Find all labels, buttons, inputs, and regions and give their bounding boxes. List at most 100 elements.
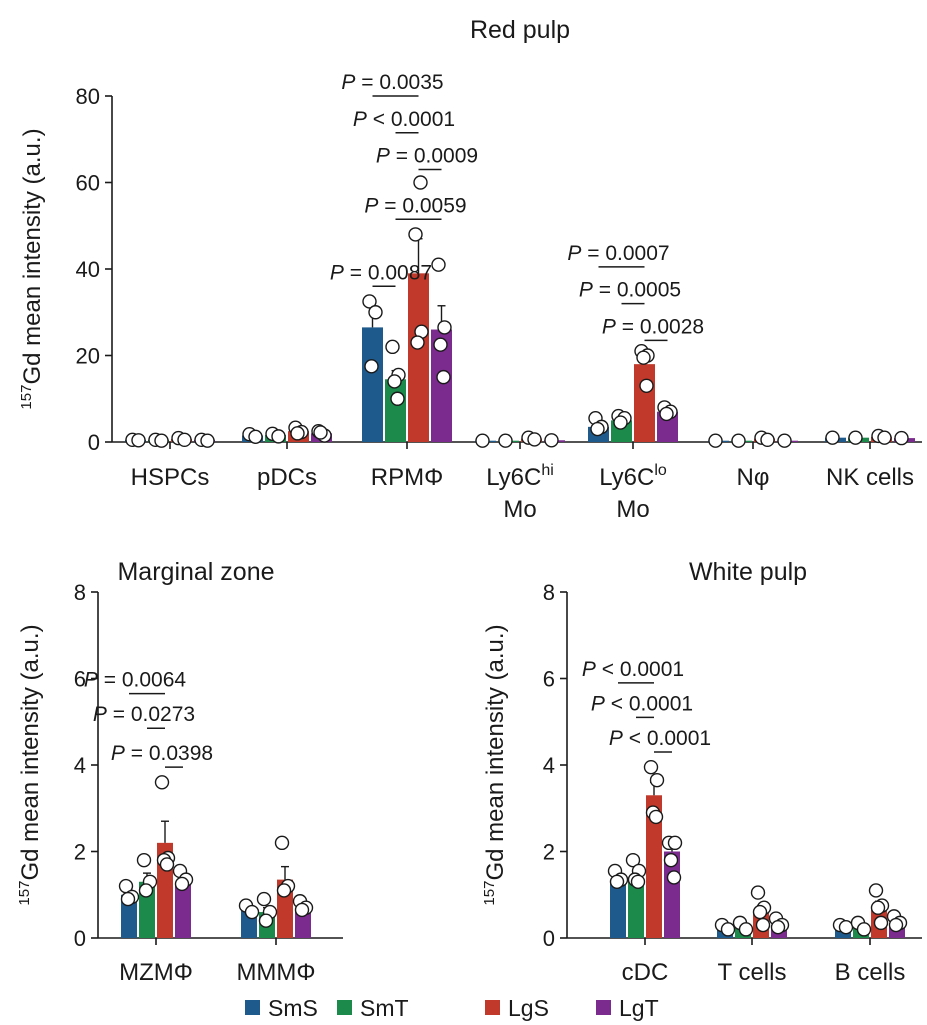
data-point bbox=[870, 900, 886, 915]
data-point bbox=[138, 883, 154, 898]
p-value-number: = 0.0007 bbox=[581, 242, 669, 265]
data-point bbox=[244, 904, 260, 920]
y-axis-label-isotope: 157 bbox=[18, 385, 35, 410]
p-value-number: = 0.0028 bbox=[616, 315, 704, 338]
y-tick-label: 8 bbox=[543, 580, 555, 605]
category-label-line2: Mo bbox=[503, 496, 536, 523]
p-value-symbol: P bbox=[93, 703, 107, 726]
legend-swatch-sms bbox=[245, 1000, 260, 1015]
category-label-nk-cells: NK cells bbox=[826, 464, 914, 491]
data-point bbox=[258, 913, 274, 928]
p-value-symbol: P bbox=[364, 194, 378, 217]
data-point bbox=[770, 919, 786, 935]
category-label-pdcs: pDCs bbox=[257, 464, 317, 491]
data-point bbox=[276, 883, 292, 898]
data-point bbox=[274, 835, 290, 851]
data-point bbox=[256, 891, 272, 907]
data-point bbox=[154, 775, 170, 790]
legend-label-lgt: LgT bbox=[619, 995, 659, 1021]
data-point bbox=[527, 432, 542, 447]
y-tick-label: 8 bbox=[74, 580, 86, 605]
legend-swatch-smt bbox=[337, 1000, 352, 1015]
category-label-ly6clo-mo: Ly6Clo bbox=[599, 462, 667, 491]
data-point bbox=[708, 433, 723, 448]
data-point bbox=[475, 433, 490, 448]
p-value-label: P = 0.0009 bbox=[376, 145, 478, 168]
bar-rpm-lgt bbox=[431, 329, 452, 442]
chart-title: Marginal zone bbox=[117, 558, 274, 586]
p-value-symbol: P bbox=[579, 279, 593, 302]
y-tick-label: 0 bbox=[88, 430, 100, 455]
category-label-mzm: MZMΦ bbox=[119, 959, 193, 986]
data-point bbox=[313, 425, 328, 440]
p-value-number: < 0.0001 bbox=[367, 108, 455, 131]
p-value-number: = 0.0064 bbox=[98, 669, 186, 692]
p-value-label: P < 0.0001 bbox=[582, 658, 684, 681]
p-value-label: P = 0.0005 bbox=[579, 279, 681, 302]
p-value-number: < 0.0001 bbox=[623, 727, 711, 750]
category-label-line2: Mo bbox=[616, 496, 649, 523]
y-axis-label-text: Gd mean intensity (a.u.) bbox=[17, 624, 44, 880]
p-value-symbol: P bbox=[582, 658, 596, 681]
y-axis-label-text: Gd mean intensity (a.u.) bbox=[482, 624, 509, 880]
y-tick-label: 0 bbox=[543, 926, 555, 951]
y-axis-label-isotope: 157 bbox=[481, 881, 498, 906]
data-point bbox=[868, 883, 884, 898]
data-point bbox=[755, 917, 771, 933]
y-axis-label: 157Gd mean intensity (a.u.) bbox=[16, 624, 44, 905]
data-point bbox=[873, 915, 889, 931]
bar-cdc-lgs bbox=[646, 795, 662, 938]
data-point bbox=[413, 175, 428, 190]
category-label-ly6chi-mo: Ly6Chi bbox=[486, 462, 554, 491]
p-value-symbol: P bbox=[111, 742, 125, 765]
p-value-label: P = 0.0398 bbox=[111, 742, 213, 765]
data-point bbox=[387, 374, 402, 389]
y-tick-label: 60 bbox=[76, 171, 100, 196]
data-point bbox=[825, 430, 840, 445]
data-point bbox=[431, 257, 446, 272]
y-tick-label: 4 bbox=[74, 753, 86, 778]
data-point bbox=[364, 359, 379, 374]
y-axis-label: 157Gd mean intensity (a.u.) bbox=[18, 128, 46, 409]
data-point bbox=[856, 922, 872, 937]
data-point bbox=[648, 809, 664, 825]
data-point bbox=[498, 433, 513, 448]
data-point bbox=[636, 350, 651, 365]
y-tick-label: 2 bbox=[543, 840, 555, 865]
data-point bbox=[649, 772, 665, 788]
p-value-symbol: P bbox=[602, 315, 616, 338]
data-point bbox=[385, 339, 400, 355]
category-label-superscript: lo bbox=[654, 462, 667, 479]
data-point bbox=[639, 378, 654, 393]
data-point bbox=[437, 320, 452, 335]
y-tick-label: 2 bbox=[74, 840, 86, 865]
p-value-symbol: P bbox=[84, 669, 98, 692]
p-value-symbol: P bbox=[567, 242, 581, 265]
bar-rpm-sms bbox=[362, 327, 383, 442]
category-label-cdc: cDC bbox=[622, 959, 669, 986]
p-value-label: P < 0.0001 bbox=[353, 108, 455, 131]
category-label-t-cells: T cells bbox=[718, 959, 787, 986]
category-label-main: Ly6C bbox=[486, 464, 541, 491]
p-value-number: < 0.0001 bbox=[605, 692, 693, 715]
p-value-number: = 0.0009 bbox=[390, 145, 478, 168]
category-label-hspcs: HSPCs bbox=[131, 464, 210, 491]
legend-label-smt: SmT bbox=[360, 995, 409, 1021]
data-point bbox=[666, 870, 682, 885]
data-point bbox=[136, 852, 152, 868]
data-point bbox=[738, 922, 754, 937]
y-tick-label: 80 bbox=[76, 84, 100, 109]
p-value-symbol: P bbox=[609, 727, 623, 750]
data-point bbox=[131, 433, 146, 448]
marginal-zone-chart: Marginal zone 157Gd mean intensity (a.u.)… bbox=[16, 558, 343, 986]
bar-rpm-lgs bbox=[408, 273, 429, 442]
category-label-main: Ly6C bbox=[599, 464, 654, 491]
data-point bbox=[290, 426, 305, 441]
data-point bbox=[848, 430, 863, 445]
data-point bbox=[667, 835, 683, 851]
red-pulp-chart: Red pulp 157Gd mean intensity (a.u.) 0 20 40… bbox=[18, 16, 922, 523]
p-value-label: P < 0.0001 bbox=[591, 692, 693, 715]
data-point bbox=[177, 432, 192, 448]
p-value-number: = 0.0398 bbox=[125, 742, 213, 765]
y-tick-label: 40 bbox=[76, 257, 100, 282]
